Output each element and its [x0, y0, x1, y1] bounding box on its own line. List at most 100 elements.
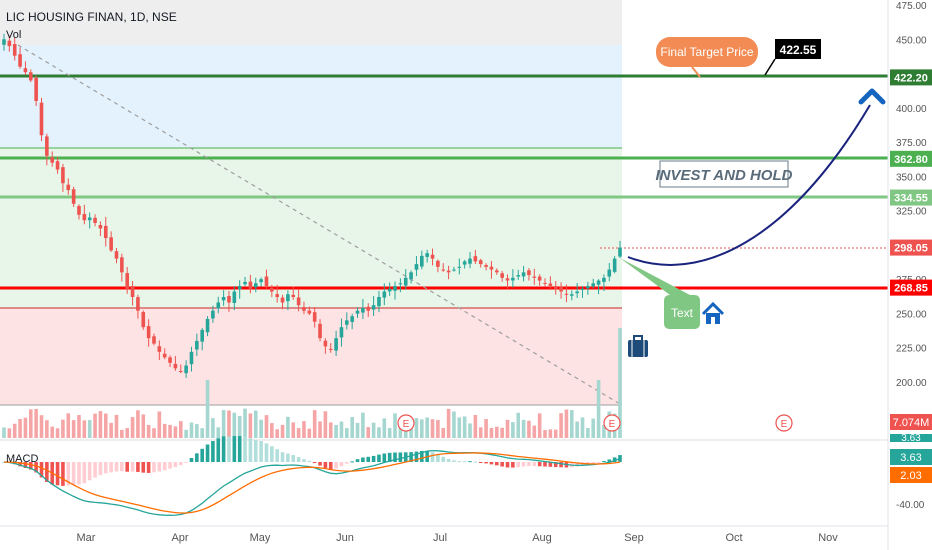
final-target-value-box[interactable]: 422.55: [764, 39, 821, 76]
macd-bar: [350, 461, 354, 463]
macd-bar: [430, 452, 435, 462]
macd-bar: [45, 462, 49, 482]
candle-body: [339, 327, 344, 338]
volume-bar: [564, 409, 569, 438]
candle-body: [248, 281, 253, 289]
time-tick: Apr: [171, 532, 188, 544]
volume-bar: [527, 420, 531, 438]
text-callout-label: Text: [671, 306, 694, 320]
time-axis-ticks: Mar Apr May Jun Jul Aug Sep Oct Nov: [77, 532, 839, 544]
earnings-marker-2[interactable]: E: [603, 414, 621, 432]
macd-bar: [157, 462, 162, 472]
macd-badge-macd: 3.63: [900, 452, 921, 464]
volume-bar: [66, 413, 71, 438]
earnings-marker-3[interactable]: E: [775, 414, 793, 432]
candle-body: [591, 283, 596, 287]
candle-body: [227, 296, 231, 303]
macd-bar: [484, 462, 488, 464]
candle-body: [371, 305, 376, 310]
time-tick: Jul: [433, 532, 447, 544]
candle-body: [457, 266, 462, 268]
macd-bar: [71, 462, 76, 486]
price-badge: 334.55: [890, 189, 932, 206]
macd-bar: [516, 462, 521, 468]
volume-bar: [548, 429, 553, 438]
earnings-marker-1[interactable]: E: [397, 414, 415, 432]
macd-bar: [168, 462, 172, 469]
volume-bar: [227, 410, 231, 438]
macd-bar: [334, 462, 338, 469]
volume-bar: [500, 427, 504, 438]
candle-body: [152, 336, 156, 344]
candle-body: [511, 277, 515, 281]
candle-body: [270, 287, 274, 292]
volume-bar: [221, 410, 226, 438]
macd-bar: [82, 462, 87, 484]
invest-hold-box[interactable]: INVEST AND HOLD: [656, 160, 793, 188]
volume-bar: [200, 428, 204, 438]
volume-bar: [414, 418, 419, 438]
candle-body: [318, 323, 322, 339]
candle-body: [205, 318, 210, 333]
macd-bar: [243, 436, 247, 462]
candle-body: [323, 340, 328, 347]
macd-bar: [23, 462, 28, 468]
macd-bar: [211, 441, 215, 462]
candle-body: [50, 157, 55, 163]
volume-bar: [280, 424, 285, 438]
macd-bar: [34, 462, 38, 473]
macd-bar: [596, 462, 601, 463]
candle-body: [334, 338, 338, 351]
macd-bar: [452, 460, 456, 462]
candle-body: [516, 275, 521, 277]
volume-bar: [259, 419, 263, 438]
candle-body: [618, 247, 622, 257]
candle-body: [125, 273, 129, 289]
time-tick: May: [250, 532, 271, 544]
candle-body: [505, 278, 510, 281]
candle-body: [2, 39, 6, 45]
macd-bar: [478, 462, 483, 463]
macd-bar: [200, 448, 204, 462]
time-tick: Jun: [336, 532, 354, 544]
candle-body: [553, 286, 558, 289]
macd-bar: [328, 462, 333, 470]
candle-body: [355, 310, 360, 314]
candle-body: [114, 251, 119, 259]
volume-bar: [291, 422, 296, 438]
macd-bar: [366, 456, 371, 462]
volume-bar: [264, 415, 269, 438]
volume-bar: [484, 419, 488, 438]
candle-body: [286, 294, 290, 302]
time-tick: Mar: [77, 532, 96, 544]
macd-bar: [120, 462, 124, 472]
macd-bar: [436, 454, 440, 462]
zone-blue: [0, 45, 622, 148]
volume-bar: [409, 422, 413, 438]
final-target-callout[interactable]: Final Target Price: [656, 37, 758, 78]
candle-body: [366, 306, 371, 311]
macd-bar: [93, 462, 97, 478]
candle-body: [409, 272, 413, 280]
price-axis-badges: 422.20 362.80 334.55 298.05 268.85: [890, 69, 932, 296]
volume-bar: [114, 414, 119, 438]
volume-bar: [18, 419, 22, 438]
volume-bar: [334, 424, 338, 438]
candle-body: [259, 279, 263, 283]
volume-bar: [468, 423, 472, 438]
candle-body: [136, 297, 140, 311]
candle-body: [361, 307, 365, 313]
text-callout[interactable]: Text: [620, 258, 700, 329]
volume-bar: [296, 428, 301, 438]
candle-body: [607, 269, 612, 277]
macd-bar: [221, 436, 226, 462]
volume-bar: [543, 429, 547, 438]
projection-curve[interactable]: [627, 104, 871, 266]
macd-bar: [307, 460, 312, 462]
volume-bar: [270, 423, 274, 438]
price-tick: 375.00: [896, 138, 927, 149]
candle-body: [468, 258, 472, 264]
macd-bar: [377, 454, 381, 462]
trend-line[interactable]: [17, 44, 621, 405]
